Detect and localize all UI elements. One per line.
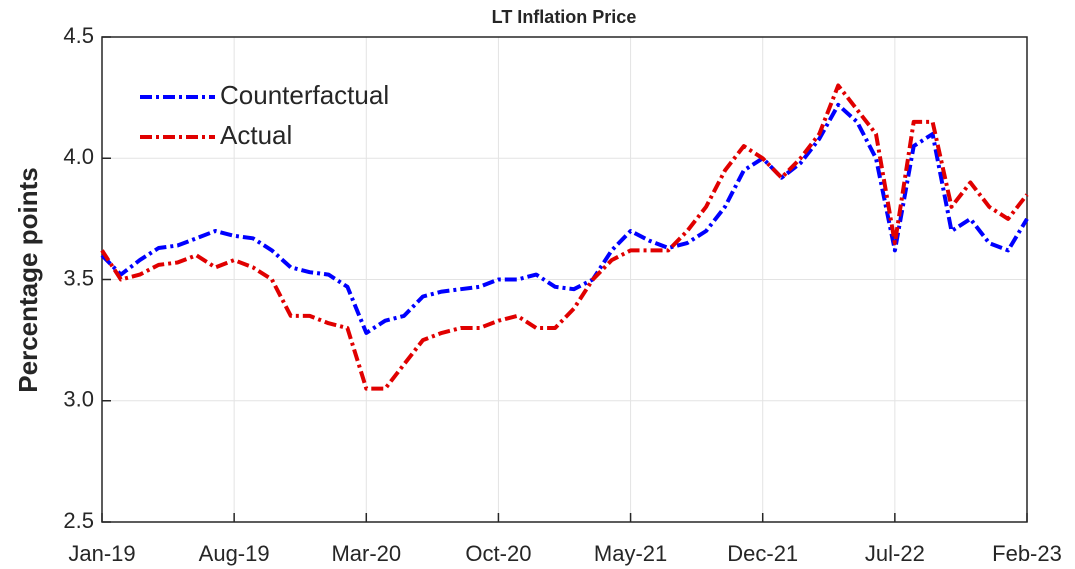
x-tick-label: Jan-19: [68, 541, 135, 566]
y-tick-label: 2.5: [63, 508, 94, 533]
y-tick-label: 4.0: [63, 144, 94, 169]
y-tick-label: 4.5: [63, 23, 94, 48]
x-tick-label: Aug-19: [199, 541, 270, 566]
x-tick-label: Mar-20: [331, 541, 401, 566]
series-line: [100, 102, 1029, 335]
series-line: [100, 83, 1029, 391]
legend-label: Actual: [220, 120, 292, 150]
x-tick-label: Feb-23: [992, 541, 1062, 566]
x-tick-label: Dec-21: [727, 541, 798, 566]
x-tick-label: Jul-22: [865, 541, 925, 566]
plot-frame: [101, 36, 1028, 523]
y-tick-label: 3.5: [63, 265, 94, 290]
x-tick-label: May-21: [594, 541, 667, 566]
x-tick-label: Oct-20: [465, 541, 531, 566]
legend-label: Counterfactual: [220, 80, 389, 110]
y-axis-label: Percentage points: [13, 167, 43, 392]
chart-title: LT Inflation Price: [492, 7, 637, 27]
y-tick-label: 3.0: [63, 387, 94, 412]
